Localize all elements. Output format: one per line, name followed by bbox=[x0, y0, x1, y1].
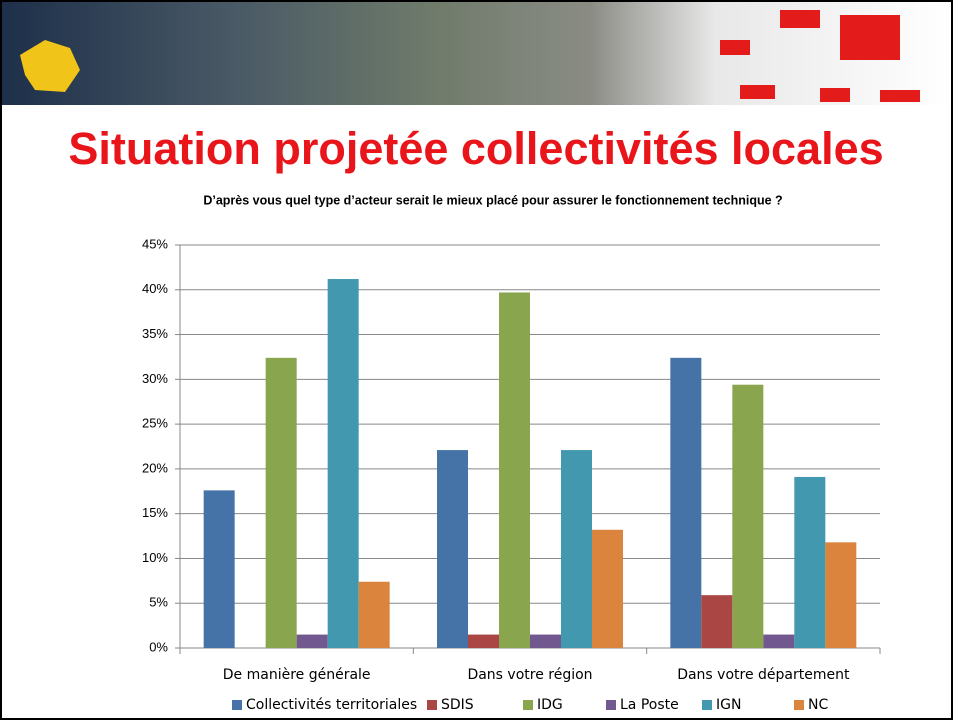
legend-label: IDG bbox=[537, 697, 563, 713]
legend-label: NC bbox=[808, 697, 828, 713]
legend-swatch bbox=[427, 700, 437, 710]
bar bbox=[701, 595, 733, 648]
y-tick-label: 30% bbox=[142, 371, 168, 386]
legend-swatch bbox=[606, 700, 616, 710]
slide-title: Situation projetée collectivités locales bbox=[68, 123, 883, 174]
legend-swatch bbox=[232, 700, 242, 710]
bar bbox=[468, 634, 499, 648]
legend-label: Collectivités territoriales bbox=[246, 697, 417, 713]
bar bbox=[794, 476, 826, 648]
legend-swatch bbox=[794, 700, 804, 710]
y-tick-label: 20% bbox=[142, 460, 168, 475]
legend-label: SDIS bbox=[441, 697, 474, 713]
x-tick-label: Dans votre région bbox=[467, 667, 592, 683]
bar bbox=[670, 357, 702, 648]
y-tick-label: 10% bbox=[142, 550, 168, 565]
bar bbox=[265, 357, 297, 648]
bar bbox=[825, 542, 857, 648]
legend-swatch bbox=[523, 700, 533, 710]
bar bbox=[327, 279, 359, 648]
bar bbox=[732, 384, 764, 648]
y-tick-label: 45% bbox=[142, 236, 168, 251]
bar bbox=[763, 634, 795, 648]
y-tick-label: 5% bbox=[149, 595, 168, 610]
legend-swatch bbox=[702, 700, 712, 710]
legend-label: La Poste bbox=[620, 697, 679, 713]
y-tick-label: 35% bbox=[142, 326, 168, 341]
bar bbox=[530, 634, 561, 648]
x-tick-label: Dans votre département bbox=[677, 667, 850, 683]
bar bbox=[592, 529, 623, 648]
legend-label: IGN bbox=[716, 697, 741, 713]
y-tick-label: 15% bbox=[142, 505, 168, 520]
y-tick-label: 25% bbox=[142, 416, 168, 431]
bar bbox=[296, 634, 328, 648]
y-tick-label: 40% bbox=[142, 281, 168, 296]
bar bbox=[358, 581, 390, 648]
bar bbox=[437, 450, 468, 648]
bar bbox=[203, 490, 235, 648]
bar bbox=[499, 292, 530, 648]
bar bbox=[561, 450, 592, 648]
x-tick-label: De manière générale bbox=[223, 667, 371, 683]
chart-title: D’après vous quel type d’acteur serait l… bbox=[203, 193, 782, 207]
banner bbox=[0, 0, 953, 105]
y-tick-label: 0% bbox=[149, 639, 168, 654]
